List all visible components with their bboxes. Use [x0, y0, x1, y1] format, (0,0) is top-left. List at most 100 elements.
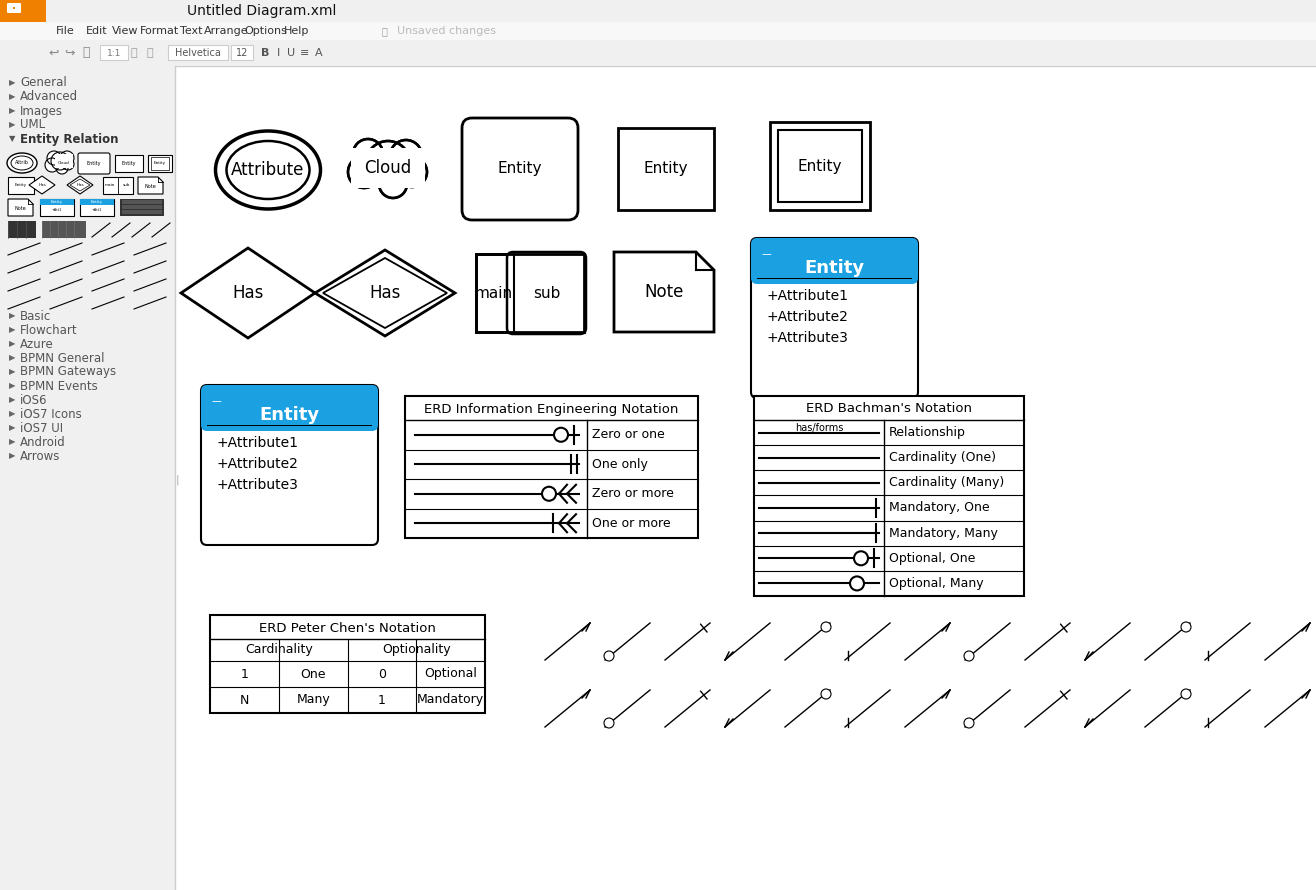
- Bar: [114, 155, 143, 172]
- Text: Android: Android: [20, 435, 66, 449]
- Text: B: B: [261, 48, 270, 58]
- Text: BPMN General: BPMN General: [20, 352, 104, 365]
- Text: Entity: Entity: [51, 200, 63, 204]
- FancyBboxPatch shape: [751, 238, 919, 284]
- Text: I: I: [278, 48, 280, 58]
- Text: Note: Note: [645, 283, 684, 301]
- Bar: [122, 205, 162, 209]
- Text: ▶: ▶: [9, 409, 16, 418]
- Text: main: main: [475, 286, 513, 301]
- Circle shape: [47, 151, 61, 165]
- Text: +Attribute2: +Attribute2: [767, 310, 849, 324]
- Text: Note: Note: [145, 183, 155, 189]
- Text: 1: 1: [378, 693, 386, 707]
- Text: Optional, Many: Optional, Many: [890, 577, 983, 590]
- Bar: [122, 200, 162, 204]
- Text: One: One: [300, 668, 326, 681]
- Text: N: N: [240, 693, 249, 707]
- Text: Help: Help: [284, 26, 309, 36]
- Bar: [757, 262, 912, 278]
- Text: ↩: ↩: [49, 46, 59, 60]
- Text: 0: 0: [378, 668, 386, 681]
- Bar: [619, 128, 715, 210]
- Bar: [39, 199, 74, 216]
- Circle shape: [554, 428, 569, 441]
- Circle shape: [397, 157, 426, 187]
- Bar: [778, 130, 862, 202]
- Bar: [8, 221, 36, 238]
- Text: Cloud: Cloud: [365, 159, 412, 177]
- Text: View: View: [112, 26, 138, 36]
- Circle shape: [1180, 622, 1191, 632]
- FancyBboxPatch shape: [507, 252, 586, 334]
- Text: Cardinality (One): Cardinality (One): [890, 451, 996, 465]
- Text: Cardinality: Cardinality: [245, 643, 313, 657]
- Ellipse shape: [7, 153, 37, 173]
- Text: ▶: ▶: [9, 107, 16, 116]
- Bar: [770, 122, 870, 210]
- Text: Note: Note: [14, 206, 26, 211]
- Bar: [350, 144, 426, 194]
- Text: Basic: Basic: [20, 310, 51, 322]
- Text: ▶: ▶: [9, 382, 16, 391]
- Text: +Attribute3: +Attribute3: [217, 478, 299, 492]
- Bar: [42, 221, 86, 238]
- Bar: [55, 154, 72, 168]
- FancyBboxPatch shape: [201, 385, 378, 431]
- Text: Flowchart: Flowchart: [20, 323, 78, 336]
- Text: main: main: [105, 183, 116, 187]
- Ellipse shape: [216, 131, 321, 209]
- Text: ERD Information Engineering Notation: ERD Information Engineering Notation: [424, 402, 678, 416]
- FancyBboxPatch shape: [462, 118, 578, 220]
- Text: ↪: ↪: [64, 46, 75, 60]
- Circle shape: [604, 651, 615, 661]
- Text: One only: One only: [592, 457, 647, 471]
- Text: 1:1: 1:1: [107, 48, 121, 58]
- Bar: [100, 45, 128, 60]
- FancyBboxPatch shape: [201, 385, 378, 545]
- Polygon shape: [615, 252, 715, 332]
- Text: ▶: ▶: [9, 438, 16, 447]
- Text: Attribute: Attribute: [232, 161, 305, 179]
- Bar: [103, 177, 133, 194]
- Text: +Attribute3: +Attribute3: [767, 331, 849, 345]
- Text: 🔍: 🔍: [146, 48, 153, 58]
- Circle shape: [379, 170, 407, 198]
- Polygon shape: [182, 248, 315, 338]
- Text: 🌐: 🌐: [382, 26, 388, 36]
- Circle shape: [390, 140, 422, 172]
- Text: Relationship: Relationship: [890, 426, 966, 439]
- Bar: [476, 254, 584, 332]
- Text: Entity: Entity: [644, 161, 688, 176]
- Text: has/forms: has/forms: [795, 423, 844, 433]
- Text: A: A: [316, 48, 322, 58]
- Text: |: |: [175, 474, 179, 485]
- Text: Advanced: Advanced: [20, 91, 78, 103]
- Bar: [147, 155, 172, 172]
- Text: Cardinality (Many): Cardinality (Many): [890, 476, 1004, 490]
- Text: Helvetica: Helvetica: [175, 48, 221, 58]
- FancyBboxPatch shape: [751, 238, 919, 398]
- Text: iOS7 UI: iOS7 UI: [20, 422, 63, 434]
- Bar: [232, 45, 253, 60]
- Ellipse shape: [226, 141, 309, 199]
- Circle shape: [57, 162, 68, 174]
- Text: ▶: ▶: [9, 78, 16, 87]
- Text: File: File: [57, 26, 75, 36]
- Text: ⎚: ⎚: [82, 46, 89, 60]
- Polygon shape: [29, 176, 55, 194]
- Text: Has: Has: [370, 284, 400, 302]
- Text: ▶: ▶: [9, 424, 16, 433]
- Text: Mandatory: Mandatory: [417, 693, 484, 707]
- Bar: [80, 199, 114, 216]
- Bar: [168, 45, 228, 60]
- Circle shape: [604, 718, 615, 728]
- Text: Arrange: Arrange: [204, 26, 249, 36]
- Text: Unsaved changes: Unsaved changes: [397, 26, 496, 36]
- Text: Zero or one: Zero or one: [592, 428, 665, 441]
- Text: ≡: ≡: [300, 48, 309, 58]
- Circle shape: [821, 622, 830, 632]
- Text: iOS6: iOS6: [20, 393, 47, 407]
- Text: ERD Peter Chen's Notation: ERD Peter Chen's Notation: [258, 621, 436, 635]
- Text: ERD Bachman's Notation: ERD Bachman's Notation: [805, 402, 973, 416]
